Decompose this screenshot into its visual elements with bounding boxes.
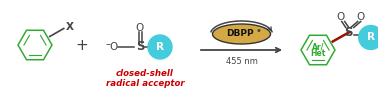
Text: radical acceptor: radical acceptor <box>106 79 184 89</box>
Circle shape <box>359 26 378 49</box>
Text: S: S <box>136 40 144 54</box>
Text: Ar/: Ar/ <box>312 43 324 52</box>
Text: •: • <box>256 26 262 36</box>
Text: O: O <box>356 12 365 22</box>
Text: O: O <box>110 42 118 52</box>
Text: O: O <box>336 12 345 22</box>
Text: S: S <box>344 26 353 39</box>
Text: +: + <box>76 38 88 53</box>
Text: R: R <box>156 42 164 52</box>
Text: Het: Het <box>310 49 326 58</box>
Polygon shape <box>18 30 52 60</box>
Text: X: X <box>66 23 74 33</box>
Text: 455 nm: 455 nm <box>226 57 257 65</box>
Text: –: – <box>105 39 110 49</box>
Polygon shape <box>301 35 335 65</box>
Text: R: R <box>367 33 375 43</box>
Text: DBPP: DBPP <box>226 29 253 38</box>
Ellipse shape <box>212 24 271 44</box>
Text: O: O <box>136 23 144 33</box>
Circle shape <box>148 35 172 59</box>
Text: closed-shell: closed-shell <box>116 69 174 79</box>
